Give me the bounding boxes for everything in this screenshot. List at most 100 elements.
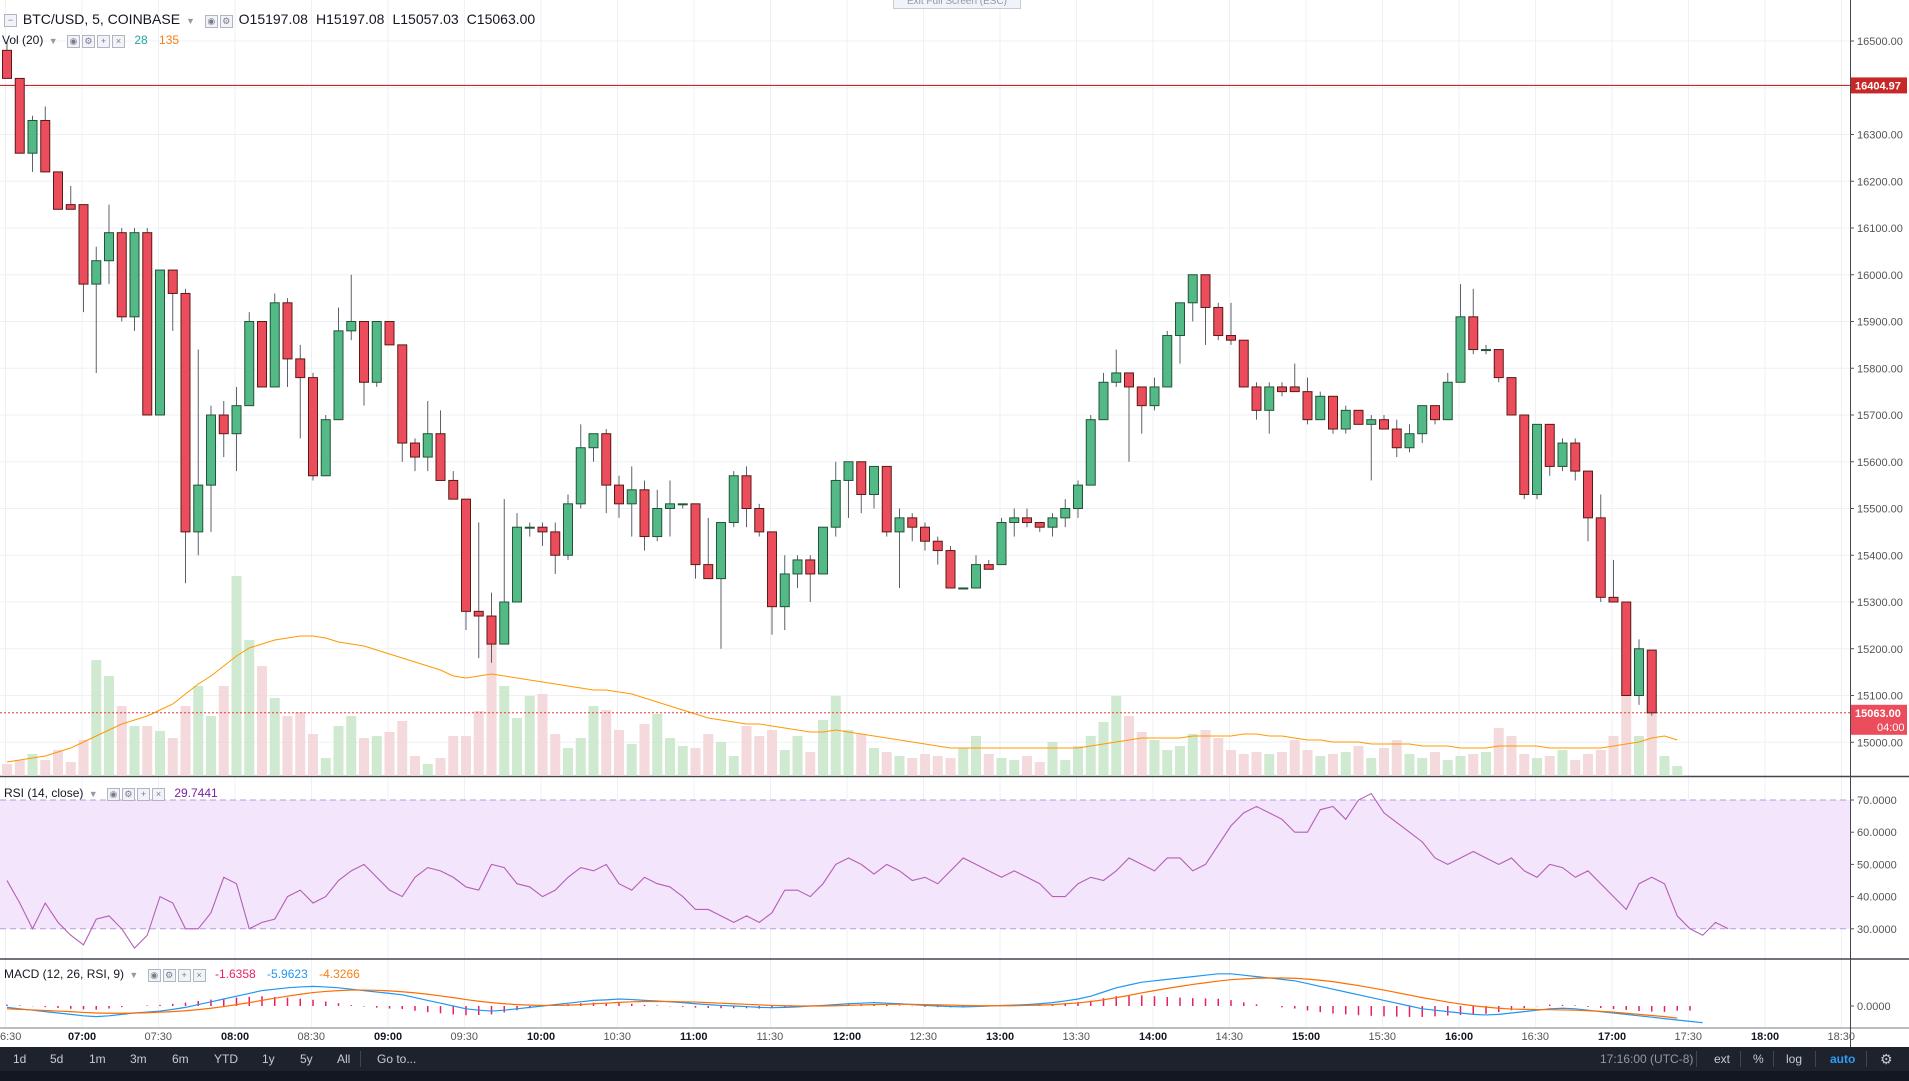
status-strip (0, 1071, 1909, 1081)
candle-body (1340, 409, 1351, 430)
volume-bar (142, 726, 153, 776)
chart-canvas[interactable]: 16500.0016400.0016300.0016200.0016100.00… (0, 0, 1909, 1047)
candle-body (308, 377, 318, 477)
clock-readout[interactable]: 17:16:00 (UTC-8) (1600, 1052, 1694, 1066)
price-tick-label: 15700.00 (1857, 410, 1903, 422)
volume-bar (14, 760, 25, 776)
ohlc-key: H (315, 11, 327, 27)
chevron-down-icon[interactable]: ▼ (185, 16, 195, 26)
exit-fullscreen-button[interactable]: Exit Full Screen (ESC) (893, 0, 1021, 9)
range-button-3m[interactable]: 3m (130, 1052, 147, 1066)
rsi-label[interactable]: RSI (14, close) (4, 786, 84, 800)
log-button[interactable]: log (1786, 1052, 1803, 1066)
volume-bar (257, 666, 267, 776)
eye-icon[interactable]: ◉ (204, 15, 218, 29)
volume-bar (218, 686, 229, 776)
candle-body (575, 447, 586, 505)
candle-body (1111, 372, 1122, 383)
volume-bar (1659, 756, 1670, 776)
time-tick-label: 6:30 (0, 1031, 21, 1043)
candle-body (754, 508, 765, 533)
volume-bar (1060, 760, 1071, 776)
candle-body (652, 508, 663, 538)
eye-icon[interactable]: ◉ (147, 968, 161, 982)
range-button-6m[interactable]: 6m (172, 1052, 189, 1066)
toolbar-divider (1696, 1051, 1697, 1067)
ext-button[interactable]: ext (1714, 1052, 1731, 1066)
volume-bar (1672, 766, 1683, 776)
ohlc-value: 15197.08 (326, 11, 385, 27)
price-tick-label: 15600.00 (1857, 457, 1903, 469)
volume-bar (269, 698, 280, 776)
candle-body (830, 479, 841, 528)
chevron-down-icon[interactable]: ▼ (88, 789, 98, 799)
eye-icon[interactable]: ◉ (106, 787, 120, 801)
range-button-1y[interactable]: 1y (262, 1052, 275, 1066)
candle-body (1493, 349, 1504, 379)
rsi-tick-label: 70.0000 (1857, 795, 1897, 807)
range-button-5y[interactable]: 5y (300, 1052, 313, 1066)
ohlc-key: O (238, 11, 250, 27)
time-tick-label: 10:00 (527, 1031, 555, 1043)
candle-body (53, 171, 63, 210)
add-icon[interactable]: + (136, 787, 150, 801)
goto-button[interactable]: Go to... (377, 1052, 417, 1066)
collapse-icon[interactable]: − (4, 13, 17, 27)
close-icon[interactable]: × (192, 968, 206, 982)
candle-body (218, 414, 229, 435)
volume-bar (971, 736, 981, 776)
close-icon[interactable]: × (111, 34, 125, 48)
candle-body (1200, 274, 1211, 308)
volume-bar (524, 696, 535, 776)
candle-body (155, 269, 165, 416)
settings-icon[interactable]: ⚙ (162, 968, 176, 982)
auto-button[interactable]: auto (1830, 1052, 1856, 1066)
price-tick-label: 15500.00 (1857, 504, 1903, 516)
volume-bar (575, 738, 586, 776)
range-button-5d[interactable]: 5d (50, 1052, 64, 1066)
close-icon[interactable]: × (151, 787, 165, 801)
symbol-title[interactable]: BTC/USD, 5, COINBASE (22, 11, 181, 27)
candle-body (1251, 386, 1262, 411)
price-tick-label: 15000.00 (1857, 737, 1903, 749)
chevron-down-icon[interactable]: ▼ (48, 36, 58, 46)
chevron-down-icon[interactable]: ▼ (129, 970, 139, 980)
candle-body (142, 232, 153, 416)
macd-legend: MACD (12, 26, RSI, 9) ▼ ◉ ⚙ + × -1.6358 -5.… (4, 967, 360, 982)
volume-bar (346, 716, 357, 776)
macd-label[interactable]: MACD (12, 26, RSI, 9) (4, 967, 125, 981)
volume-bar (231, 576, 242, 776)
time-tick-label: 12:00 (833, 1031, 861, 1043)
range-button-all[interactable]: All (337, 1052, 351, 1066)
time-tick-label: 17:00 (1598, 1031, 1626, 1043)
candle-body (1379, 419, 1389, 430)
percent-button[interactable]: % (1753, 1052, 1764, 1066)
volume-bar (550, 734, 561, 776)
settings-icon[interactable]: ⚙ (219, 15, 233, 29)
volume-bar (1621, 684, 1632, 776)
ohlc-value: 15057.03 (400, 11, 459, 27)
candle-body (473, 610, 484, 617)
add-icon[interactable]: + (96, 34, 110, 48)
add-icon[interactable]: + (177, 968, 191, 982)
rsi-band (0, 800, 1850, 929)
bottom-toolbar: 1d 5d 1m 3m 6m YTD 1y 5y All Go to... 17:16:00 (… (0, 1047, 1909, 1081)
toolbar-divider (1815, 1051, 1816, 1067)
candle-body (1175, 302, 1185, 337)
volume-label[interactable]: Vol (20) (2, 33, 44, 47)
eye-icon[interactable]: ◉ (66, 34, 80, 48)
settings-icon[interactable]: ⚙ (81, 34, 95, 48)
range-button-1d[interactable]: 1d (13, 1052, 27, 1066)
volume-bar (983, 754, 994, 776)
candle-body (1481, 349, 1491, 352)
gear-icon[interactable]: ⚙ (1880, 1051, 1893, 1067)
volume-bar (563, 748, 573, 776)
volume-bar (397, 721, 408, 776)
volume-bar (1149, 740, 1160, 776)
rsi-buttons: ◉ ⚙ + × (106, 787, 167, 801)
range-button-ytd[interactable]: YTD (214, 1052, 238, 1066)
volume-bar (677, 746, 688, 776)
volume-bar (1634, 736, 1644, 776)
range-button-1m[interactable]: 1m (89, 1052, 106, 1066)
settings-icon[interactable]: ⚙ (121, 787, 135, 801)
